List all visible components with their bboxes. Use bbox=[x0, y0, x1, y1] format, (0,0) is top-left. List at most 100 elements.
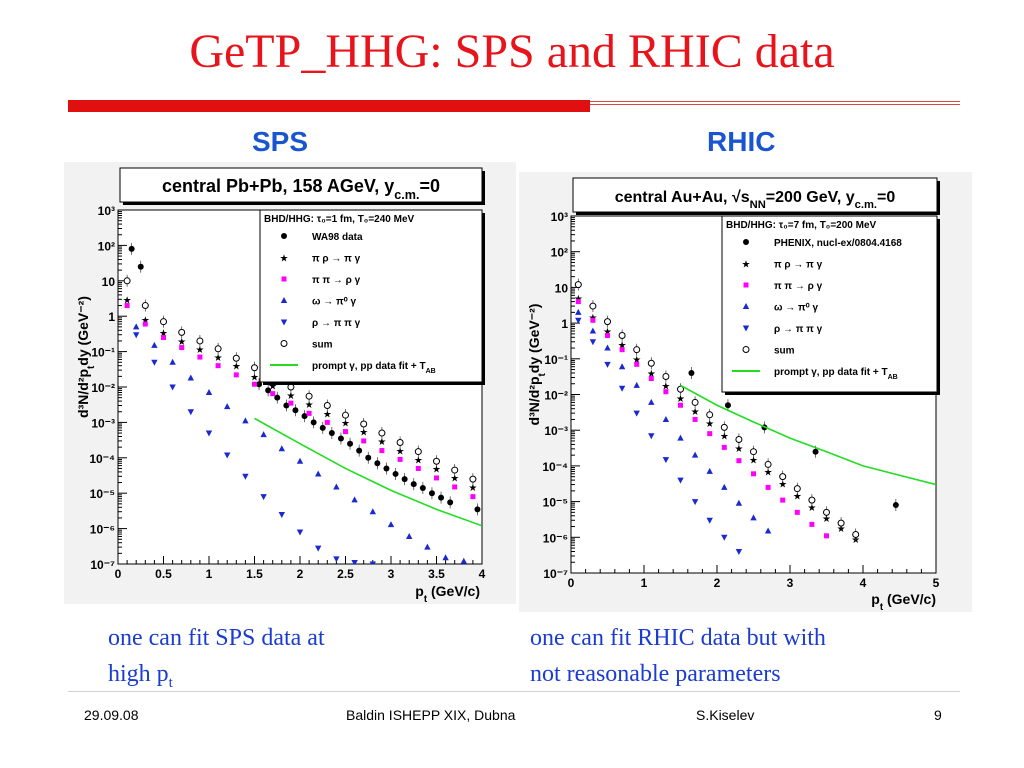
rhic-y-axis-title-end: dy (GeV⁻²) bbox=[526, 304, 542, 374]
sps-legend-box bbox=[259, 209, 483, 383]
rhic-data-point bbox=[662, 372, 670, 380]
rhic-y-axis-title-sub: t bbox=[537, 372, 548, 376]
sps-data-point bbox=[361, 438, 367, 444]
rhic-data-point bbox=[837, 519, 845, 527]
sps-data-point bbox=[365, 454, 372, 461]
rhic-data-point bbox=[618, 363, 626, 370]
sps-data-point bbox=[383, 465, 390, 472]
sps-data-point: ★ bbox=[232, 362, 241, 373]
sps-data-point bbox=[428, 490, 435, 497]
rhic-data-point bbox=[764, 460, 772, 468]
sps-x-tick-label: 3 bbox=[388, 567, 395, 581]
rhic-data-point: ★ bbox=[778, 480, 787, 491]
sps-data-point: ★ bbox=[195, 345, 204, 356]
sps-title-box bbox=[119, 167, 483, 203]
rhic-data-point bbox=[618, 385, 626, 392]
sps-data-point bbox=[301, 413, 308, 420]
rhic-legend-marker bbox=[742, 325, 750, 332]
rhic-data-point: ★ bbox=[720, 432, 729, 443]
sps-legend-label-sub-6: AB bbox=[426, 368, 436, 375]
sps-data-point bbox=[274, 394, 281, 401]
rhic-data-point bbox=[663, 389, 669, 395]
rhic-data-point bbox=[662, 457, 670, 464]
sps-data-point: ★ bbox=[414, 455, 423, 466]
sps-data-point: ★ bbox=[214, 353, 223, 364]
sps-legend: BHD/HHG: τ₀=1 fm, T₀=240 MeV WA98 data ★ π … bbox=[259, 209, 483, 383]
sps-data-point bbox=[128, 245, 135, 252]
sps-data-point bbox=[337, 435, 344, 442]
sps-chart: 0 0.5 1 1.5 2 2.5 3 3.5 4 10⁻⁷ 10⁻⁶ 10⁻⁵ 10⁻⁴ 10⁻³ 10⁻… bbox=[64, 162, 516, 604]
rhic-y-tick-label: 10⁻² bbox=[544, 389, 568, 403]
sps-caption-line1: one can fit SPS data at bbox=[108, 625, 325, 651]
sps-legend-label-text-6: prompt γ, pp data fit + T bbox=[312, 361, 426, 372]
rhic-data-point bbox=[780, 497, 786, 503]
footer-event: Baldin ISHEPP XIX, Dubna bbox=[346, 707, 516, 723]
rhic-x-tick-label: 5 bbox=[933, 576, 940, 590]
sps-series-5 bbox=[123, 274, 477, 486]
sps-data-point bbox=[187, 374, 194, 381]
sps-data-point bbox=[305, 392, 313, 400]
rhic-data-point bbox=[688, 370, 695, 377]
rhic-data-point bbox=[779, 473, 787, 481]
sps-data-point bbox=[369, 508, 376, 515]
rhic-data-point bbox=[589, 339, 597, 346]
rhic-legend-label-sub-6: AB bbox=[888, 374, 898, 381]
rhic-legend-header: BHD/HHG: τ₀=7 fm, T₀=200 MeV bbox=[726, 220, 877, 231]
rhic-series-5 bbox=[574, 278, 860, 541]
sps-data-point bbox=[178, 328, 186, 336]
rhic-data-point bbox=[724, 402, 731, 409]
sps-data-point bbox=[197, 354, 203, 360]
sps-x-tick-label: 4 bbox=[479, 567, 486, 581]
rhic-data-point: ★ bbox=[603, 327, 612, 338]
rhic-series-6 bbox=[680, 384, 936, 486]
rhic-data-point bbox=[823, 508, 830, 516]
sps-data-point bbox=[242, 473, 249, 480]
sps-data-point bbox=[252, 381, 257, 387]
rhic-data-point bbox=[736, 458, 742, 464]
footer-divider bbox=[68, 691, 960, 692]
sps-data-point bbox=[196, 337, 204, 345]
rhic-data-point: ★ bbox=[632, 355, 641, 366]
sps-y-axis-title: d³N/d²ptdy (GeV⁻²) bbox=[75, 296, 97, 418]
rhic-data-point bbox=[575, 299, 581, 305]
rhic-data-point bbox=[677, 477, 684, 484]
rhic-label: RHIC bbox=[707, 126, 776, 157]
rhic-data-point bbox=[605, 332, 610, 338]
title-underline-thick bbox=[68, 100, 590, 112]
sps-data-point bbox=[438, 494, 445, 501]
rhic-data-point: ★ bbox=[837, 524, 846, 535]
sps-legend-label-text-5: sum bbox=[312, 340, 333, 351]
rhic-x-axis-title: pt (GeV/c) bbox=[871, 591, 936, 612]
sps-data-point bbox=[434, 475, 439, 481]
rhic-data-point bbox=[809, 521, 815, 527]
rhic-x-tick-label: 4 bbox=[860, 576, 867, 590]
slide-title: GeTP_HHG: SPS and RHIC data bbox=[189, 25, 835, 78]
rhic-x-axis-title-text: p bbox=[871, 591, 880, 607]
sps-chart-title-text: central Pb+Pb, 158 AGeV, y bbox=[162, 176, 394, 196]
sps-data-point bbox=[310, 419, 317, 426]
rhic-x-axis-title-unit: (GeV/c) bbox=[883, 591, 936, 607]
rhic-x-tick-label: 2 bbox=[714, 576, 721, 590]
rhic-data-point bbox=[691, 398, 699, 406]
sps-data-point bbox=[469, 475, 477, 483]
rhic-legend-label-6: prompt γ, pp data fit + TAB bbox=[774, 367, 898, 381]
sps-data-point bbox=[123, 277, 131, 285]
rhic-data-point bbox=[618, 331, 626, 339]
sps-data-point bbox=[161, 335, 166, 341]
footer-page-number: 9 bbox=[934, 707, 942, 723]
sps-data-point bbox=[160, 318, 167, 326]
sps-data-point bbox=[319, 424, 326, 431]
rhic-y-axis-title: d³N/d²ptdy (GeV⁻²) bbox=[526, 304, 548, 426]
sps-data-point: ★ bbox=[377, 437, 386, 448]
sps-data-point bbox=[379, 448, 385, 454]
rhic-legend-label-text-0: PHENIX, nucl-ex/0804.4168 bbox=[774, 238, 902, 249]
sps-data-layer: ★ ★ ★ ★ ★ ★ ★ ★ ★ ★ ★ ★ ★ ★ ★ ★ ★ ★ ★ ★ bbox=[123, 242, 482, 564]
sps-data-point: ★ bbox=[450, 473, 459, 484]
sps-data-point: ★ bbox=[305, 400, 314, 411]
sps-data-point bbox=[296, 457, 304, 464]
sps-data-point bbox=[451, 466, 459, 474]
rhic-data-point bbox=[721, 483, 728, 490]
rhic-y-tick-label: 1 bbox=[561, 317, 568, 331]
sps-data-point: ★ bbox=[250, 372, 259, 383]
rhic-data-point: ★ bbox=[676, 394, 685, 405]
